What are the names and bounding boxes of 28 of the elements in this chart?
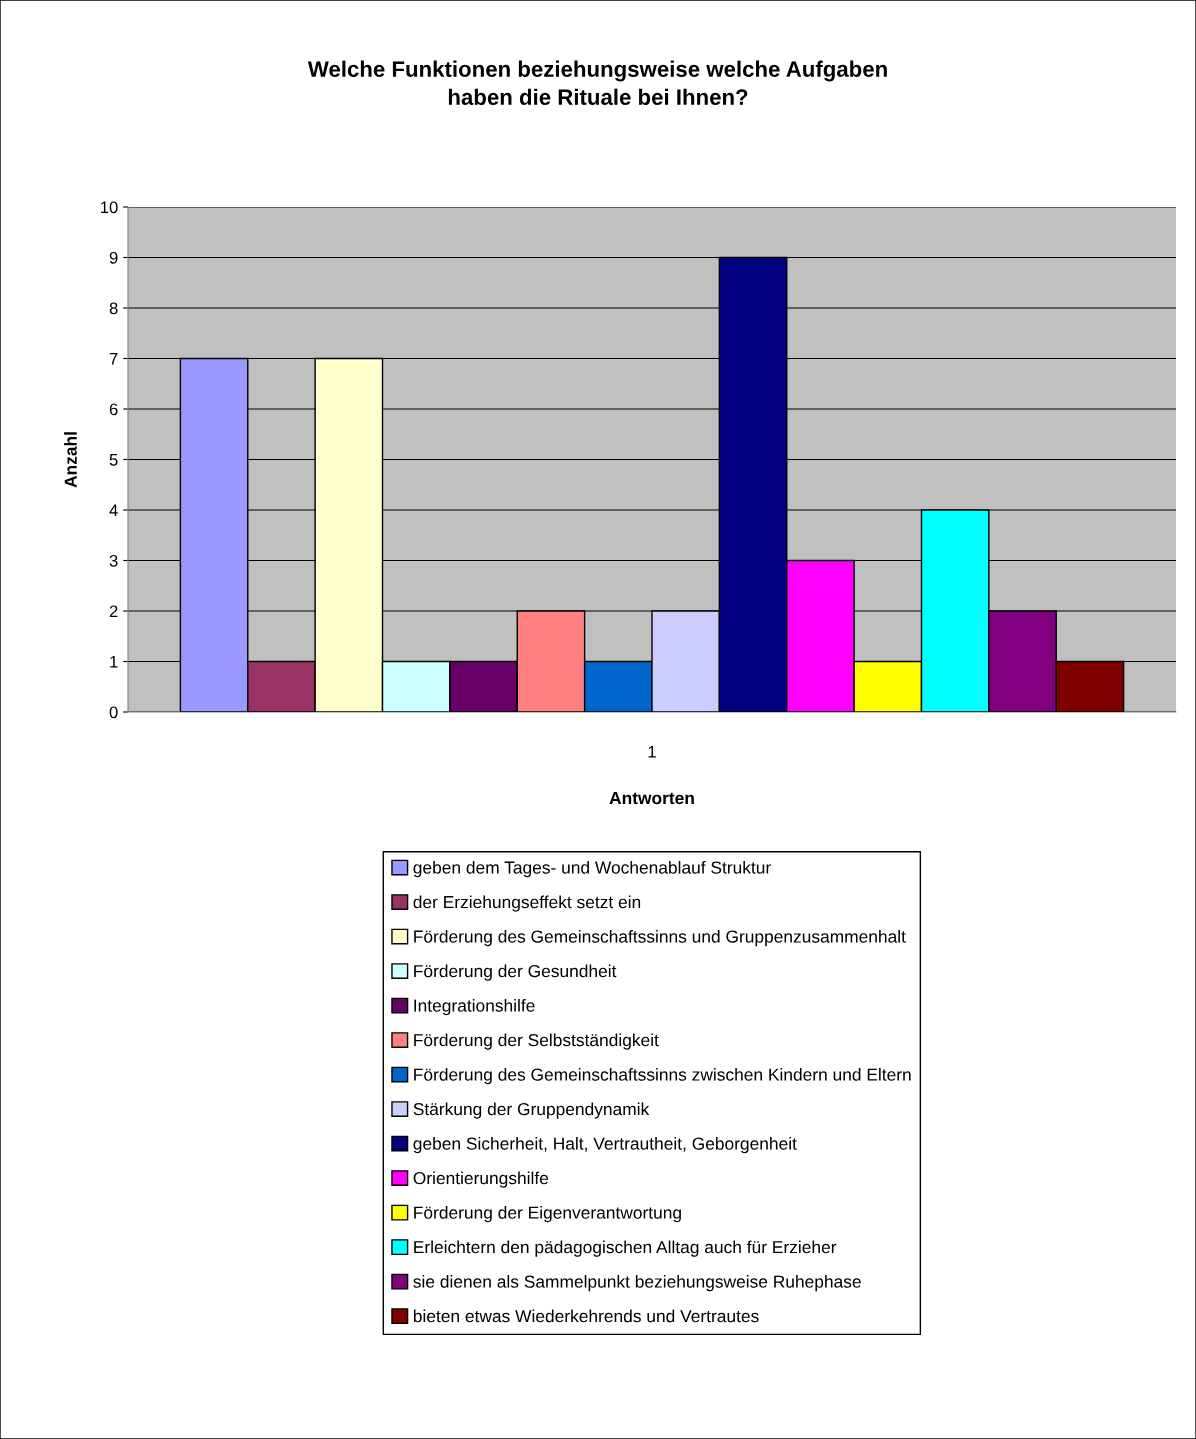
- legend-label: Erleichtern den pädagogischen Alltag auch für Erzieher: [414, 1240, 837, 1257]
- legend-label: Förderung der Eigenverantwortung: [414, 1206, 681, 1223]
- legend-label: Integrationshilfe: [414, 999, 535, 1016]
- legend-label: Stärkung der Gruppendynamik: [413, 1102, 650, 1119]
- legend-label: Förderung des Gemeinschaftssinns und Gruppenzusammenhalt: [414, 929, 906, 947]
- legend-label: bieten etwas Wiederkehrends und Vertrautes: [413, 1309, 759, 1323]
- legend-label: sie dienen als Sammelpunkt beziehungsweise Ruhephase: [413, 1275, 861, 1292]
- y-tick-label: 6: [109, 403, 118, 416]
- legend-label: geben dem Tages- und Wochenablauf Struktur: [413, 860, 771, 878]
- y-tick-label: 9: [109, 251, 118, 264]
- legend-label: der Erziehungseffekt setzt ein: [413, 895, 641, 912]
- y-tick-label: 4: [109, 504, 118, 517]
- legend-label: Förderung der Selbstständigkeit: [414, 1033, 659, 1050]
- y-tick-label: 10: [101, 201, 118, 214]
- y-axis-title: Anzahl: [64, 432, 77, 488]
- legend-label: geben Sicherheit, Halt, Vertrautheit, Geborgenheit: [413, 1137, 797, 1154]
- x-axis-title: Antworten: [609, 792, 694, 805]
- legend-label: Orientierungshilfe: [413, 1171, 549, 1188]
- y-tick-label: 8: [109, 302, 118, 315]
- y-tick-label: 0: [109, 706, 118, 719]
- y-tick-label: 3: [109, 554, 118, 567]
- chart-title: Welche Funktionen beziehungsweise welche Aufgaben haben die Rituale bei Ihnen?: [307, 60, 887, 105]
- y-tick-label: 7: [109, 353, 118, 365]
- legend-label: Förderung der Gesundheit: [414, 964, 617, 981]
- legend-label: Förderung des Gemeinschaftssinns zwischen Kindern und Eltern: [414, 1068, 911, 1085]
- y-tick-label: 1: [110, 656, 118, 668]
- y-tick-label: 5: [109, 454, 118, 466]
- y-tick-label: 2: [109, 605, 118, 618]
